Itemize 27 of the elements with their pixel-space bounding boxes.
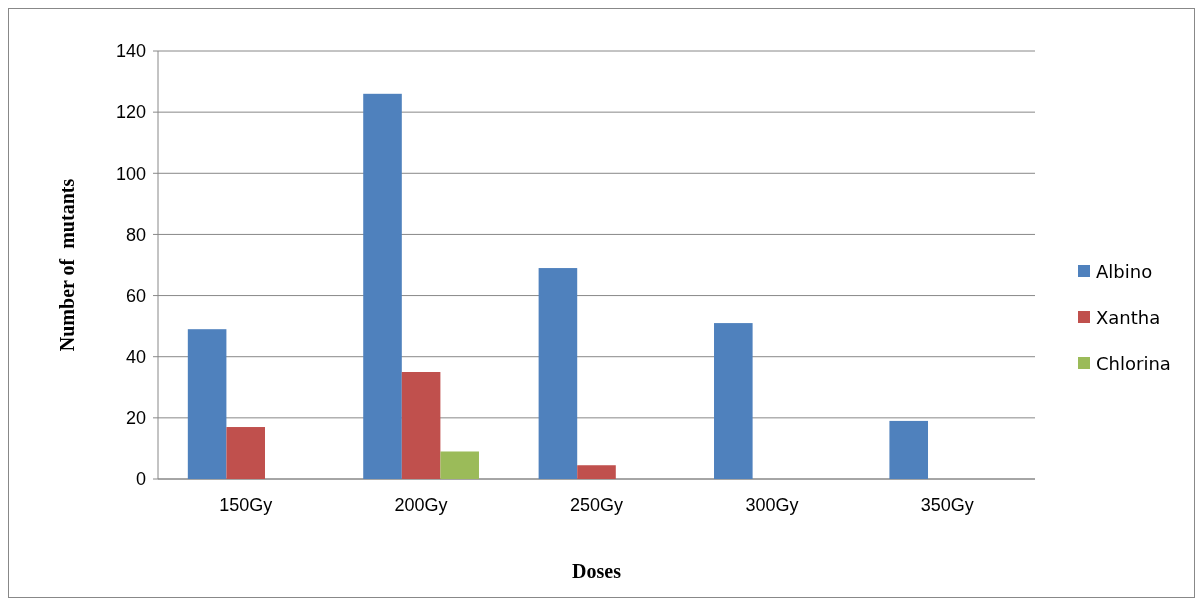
y-tick-label: 20 [125,408,146,429]
x-tick-label: 150Gy [219,495,273,515]
y-tick-label: 140 [115,41,146,62]
bar [363,93,402,479]
x-tick-label: 300Gy [745,495,799,515]
bar [714,323,753,479]
bar [401,372,441,479]
bar [538,268,578,479]
legend-label: Xantha [1096,307,1161,329]
x-tick-label: 350Gy [920,495,974,515]
x-tick-label: 250Gy [569,495,624,515]
x-axis-title: Doses [572,560,622,582]
y-axis-title: Number of mutants [56,178,78,352]
y-tick-label: 80 [125,224,146,245]
bar [187,329,227,479]
y-tick-label: 40 [125,347,146,368]
bar [577,465,616,479]
y-tick-label: 100 [115,163,146,184]
legend-label: Chlorina [1096,353,1171,375]
bar [226,427,265,479]
bar [889,420,929,479]
y-tick-label: 60 [125,285,146,306]
bar [440,451,479,479]
y-tick-label: 0 [135,469,146,490]
y-tick-label: 120 [115,102,146,123]
legend-label: Albino [1096,261,1153,283]
x-tick-label: 200Gy [394,495,448,515]
